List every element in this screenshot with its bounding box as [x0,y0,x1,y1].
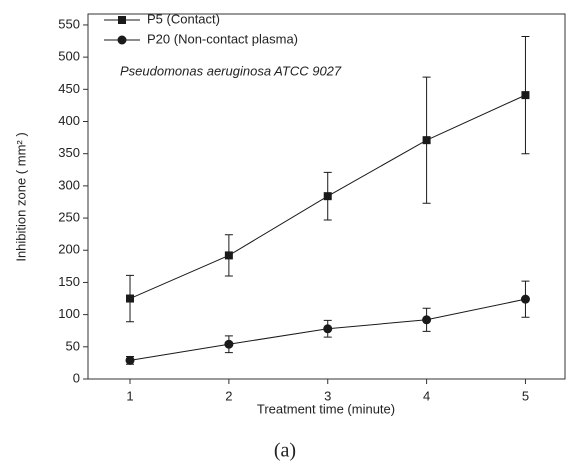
plot-frame [87,13,566,380]
legend-label: P20 (Non-contact plasma) [147,31,298,46]
legend-marker [118,16,126,24]
x-tick-label: 4 [423,388,430,403]
data-point [422,315,432,325]
y-tick-label: 450 [58,81,80,96]
data-point [224,339,234,349]
data-point [521,91,530,100]
x-tick-label: 1 [126,388,133,403]
data-point [323,192,332,201]
data-point [323,324,333,334]
data-point [224,251,233,260]
data-point [520,294,530,304]
y-tick-label: 250 [58,210,80,225]
x-tick-label: 3 [324,388,331,403]
y-tick-label: 350 [58,145,80,160]
y-tick-label: 500 [58,49,80,64]
y-tick-label: 200 [58,242,80,257]
x-tick-label: 5 [522,388,529,403]
legend-label: P5 (Contact) [147,11,220,26]
y-tick-label: 550 [58,16,80,31]
y-tick-label: 300 [58,177,80,192]
data-point [422,136,431,145]
y-tick-label: 100 [58,306,80,321]
y-tick-label: 50 [66,338,80,353]
y-tick-label: 400 [58,113,80,128]
legend-marker [117,35,127,45]
x-axis-label: Treatment time (minute) [257,401,395,416]
y-tick-label: 150 [58,274,80,289]
x-tick-label: 2 [225,388,232,403]
data-point [126,294,135,303]
y-tick-label: 0 [73,370,80,385]
data-point [125,355,135,365]
caption: (a) [274,440,296,462]
y-axis-label: Inhibition zone ( mm² ) [13,132,28,261]
annotation: Pseudomonas aeruginosa ATCC 9027 [120,63,342,78]
